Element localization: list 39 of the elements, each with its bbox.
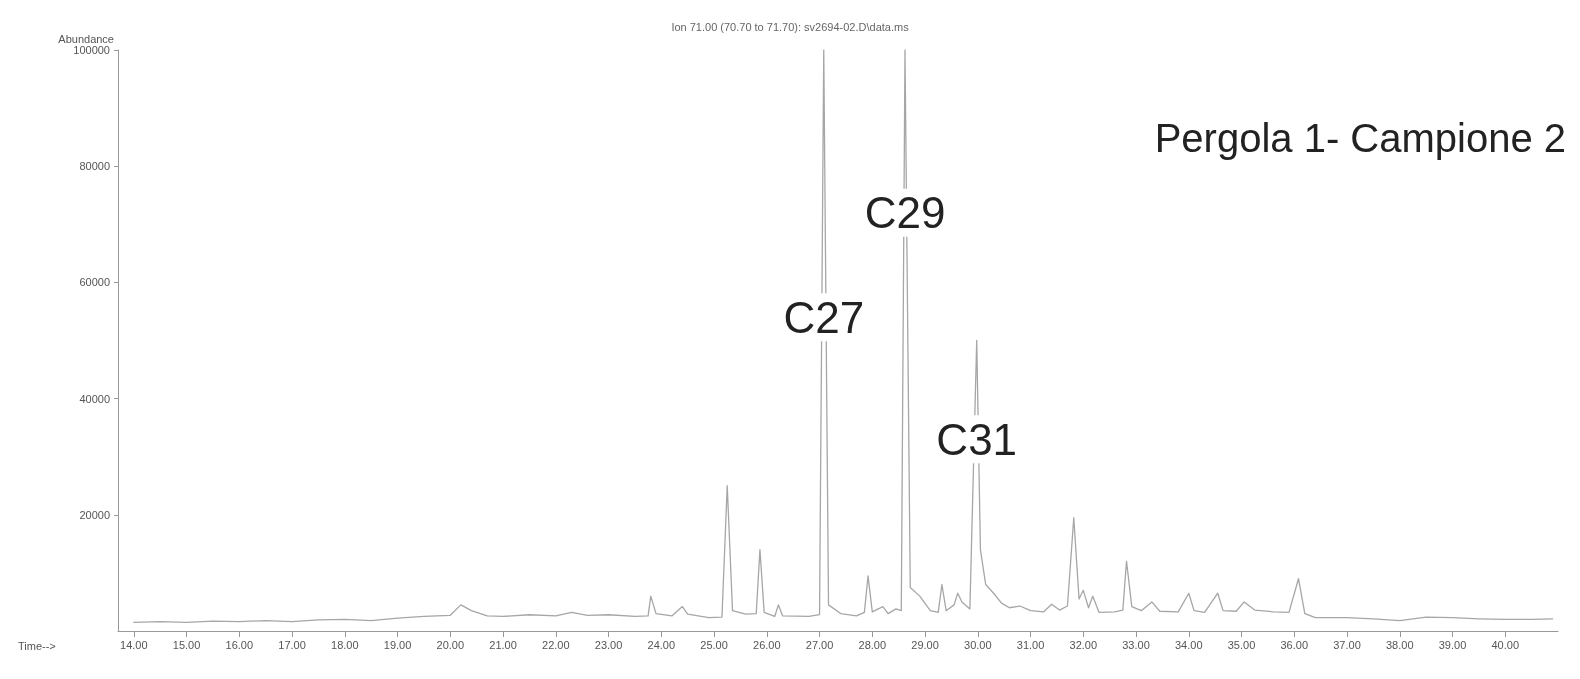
x-tick-label: 21.00 — [489, 638, 517, 651]
x-tick-label: 40.00 — [1491, 638, 1520, 651]
x-tick-label: 17.00 — [278, 638, 306, 651]
x-tick-label: 28.00 — [858, 638, 887, 651]
x-tick-label: 19.00 — [383, 638, 412, 651]
x-tick-label: 33.00 — [1122, 638, 1150, 651]
x-tick-label: 23.00 — [594, 638, 623, 651]
x-tick-label: 26.00 — [753, 638, 781, 651]
x-tick-label: 31.00 — [1016, 638, 1045, 651]
annotation: C29 — [864, 188, 946, 238]
x-tick-label: 18.00 — [331, 638, 359, 651]
annotation: Pergola 1- Campione 2 — [1154, 116, 1567, 160]
x-tick-label: 29.00 — [911, 638, 939, 651]
x-axis-title: Time--> — [18, 639, 56, 652]
x-tick-label: 38.00 — [1385, 638, 1414, 651]
y-tick-label: 20000 — [79, 508, 110, 521]
chart-title: Ion 71.00 (70.70 to 71.70): sv2694-02.D\data.ms — [671, 20, 910, 33]
x-tick-label: 34.00 — [1175, 638, 1203, 651]
x-tick-label: 27.00 — [805, 638, 834, 651]
x-tick-label: 30.00 — [964, 638, 992, 651]
x-tick-label: 24.00 — [647, 638, 676, 651]
x-tick-label: 14.00 — [120, 638, 148, 651]
y-tick-label: 40000 — [79, 392, 110, 405]
x-tick-label: 15.00 — [172, 638, 201, 651]
y-axis-title: Abundance — [58, 32, 114, 45]
x-tick-label: 32.00 — [1069, 638, 1098, 651]
y-tick-label: 60000 — [79, 276, 110, 289]
x-tick-label: 25.00 — [700, 638, 728, 651]
x-tick-label: 22.00 — [542, 638, 570, 651]
y-tick-label: 100000 — [73, 44, 110, 56]
x-tick-label: 39.00 — [1438, 638, 1467, 651]
x-tick-label: 20.00 — [436, 638, 465, 651]
x-tick-label: 37.00 — [1333, 638, 1361, 651]
annotation: C31 — [936, 414, 1018, 464]
x-tick-label: 36.00 — [1280, 638, 1309, 651]
annotation: C27 — [783, 292, 865, 342]
x-tick-label: 35.00 — [1227, 638, 1256, 651]
y-tick-label: 80000 — [79, 160, 110, 173]
x-tick-label: 16.00 — [225, 638, 254, 651]
